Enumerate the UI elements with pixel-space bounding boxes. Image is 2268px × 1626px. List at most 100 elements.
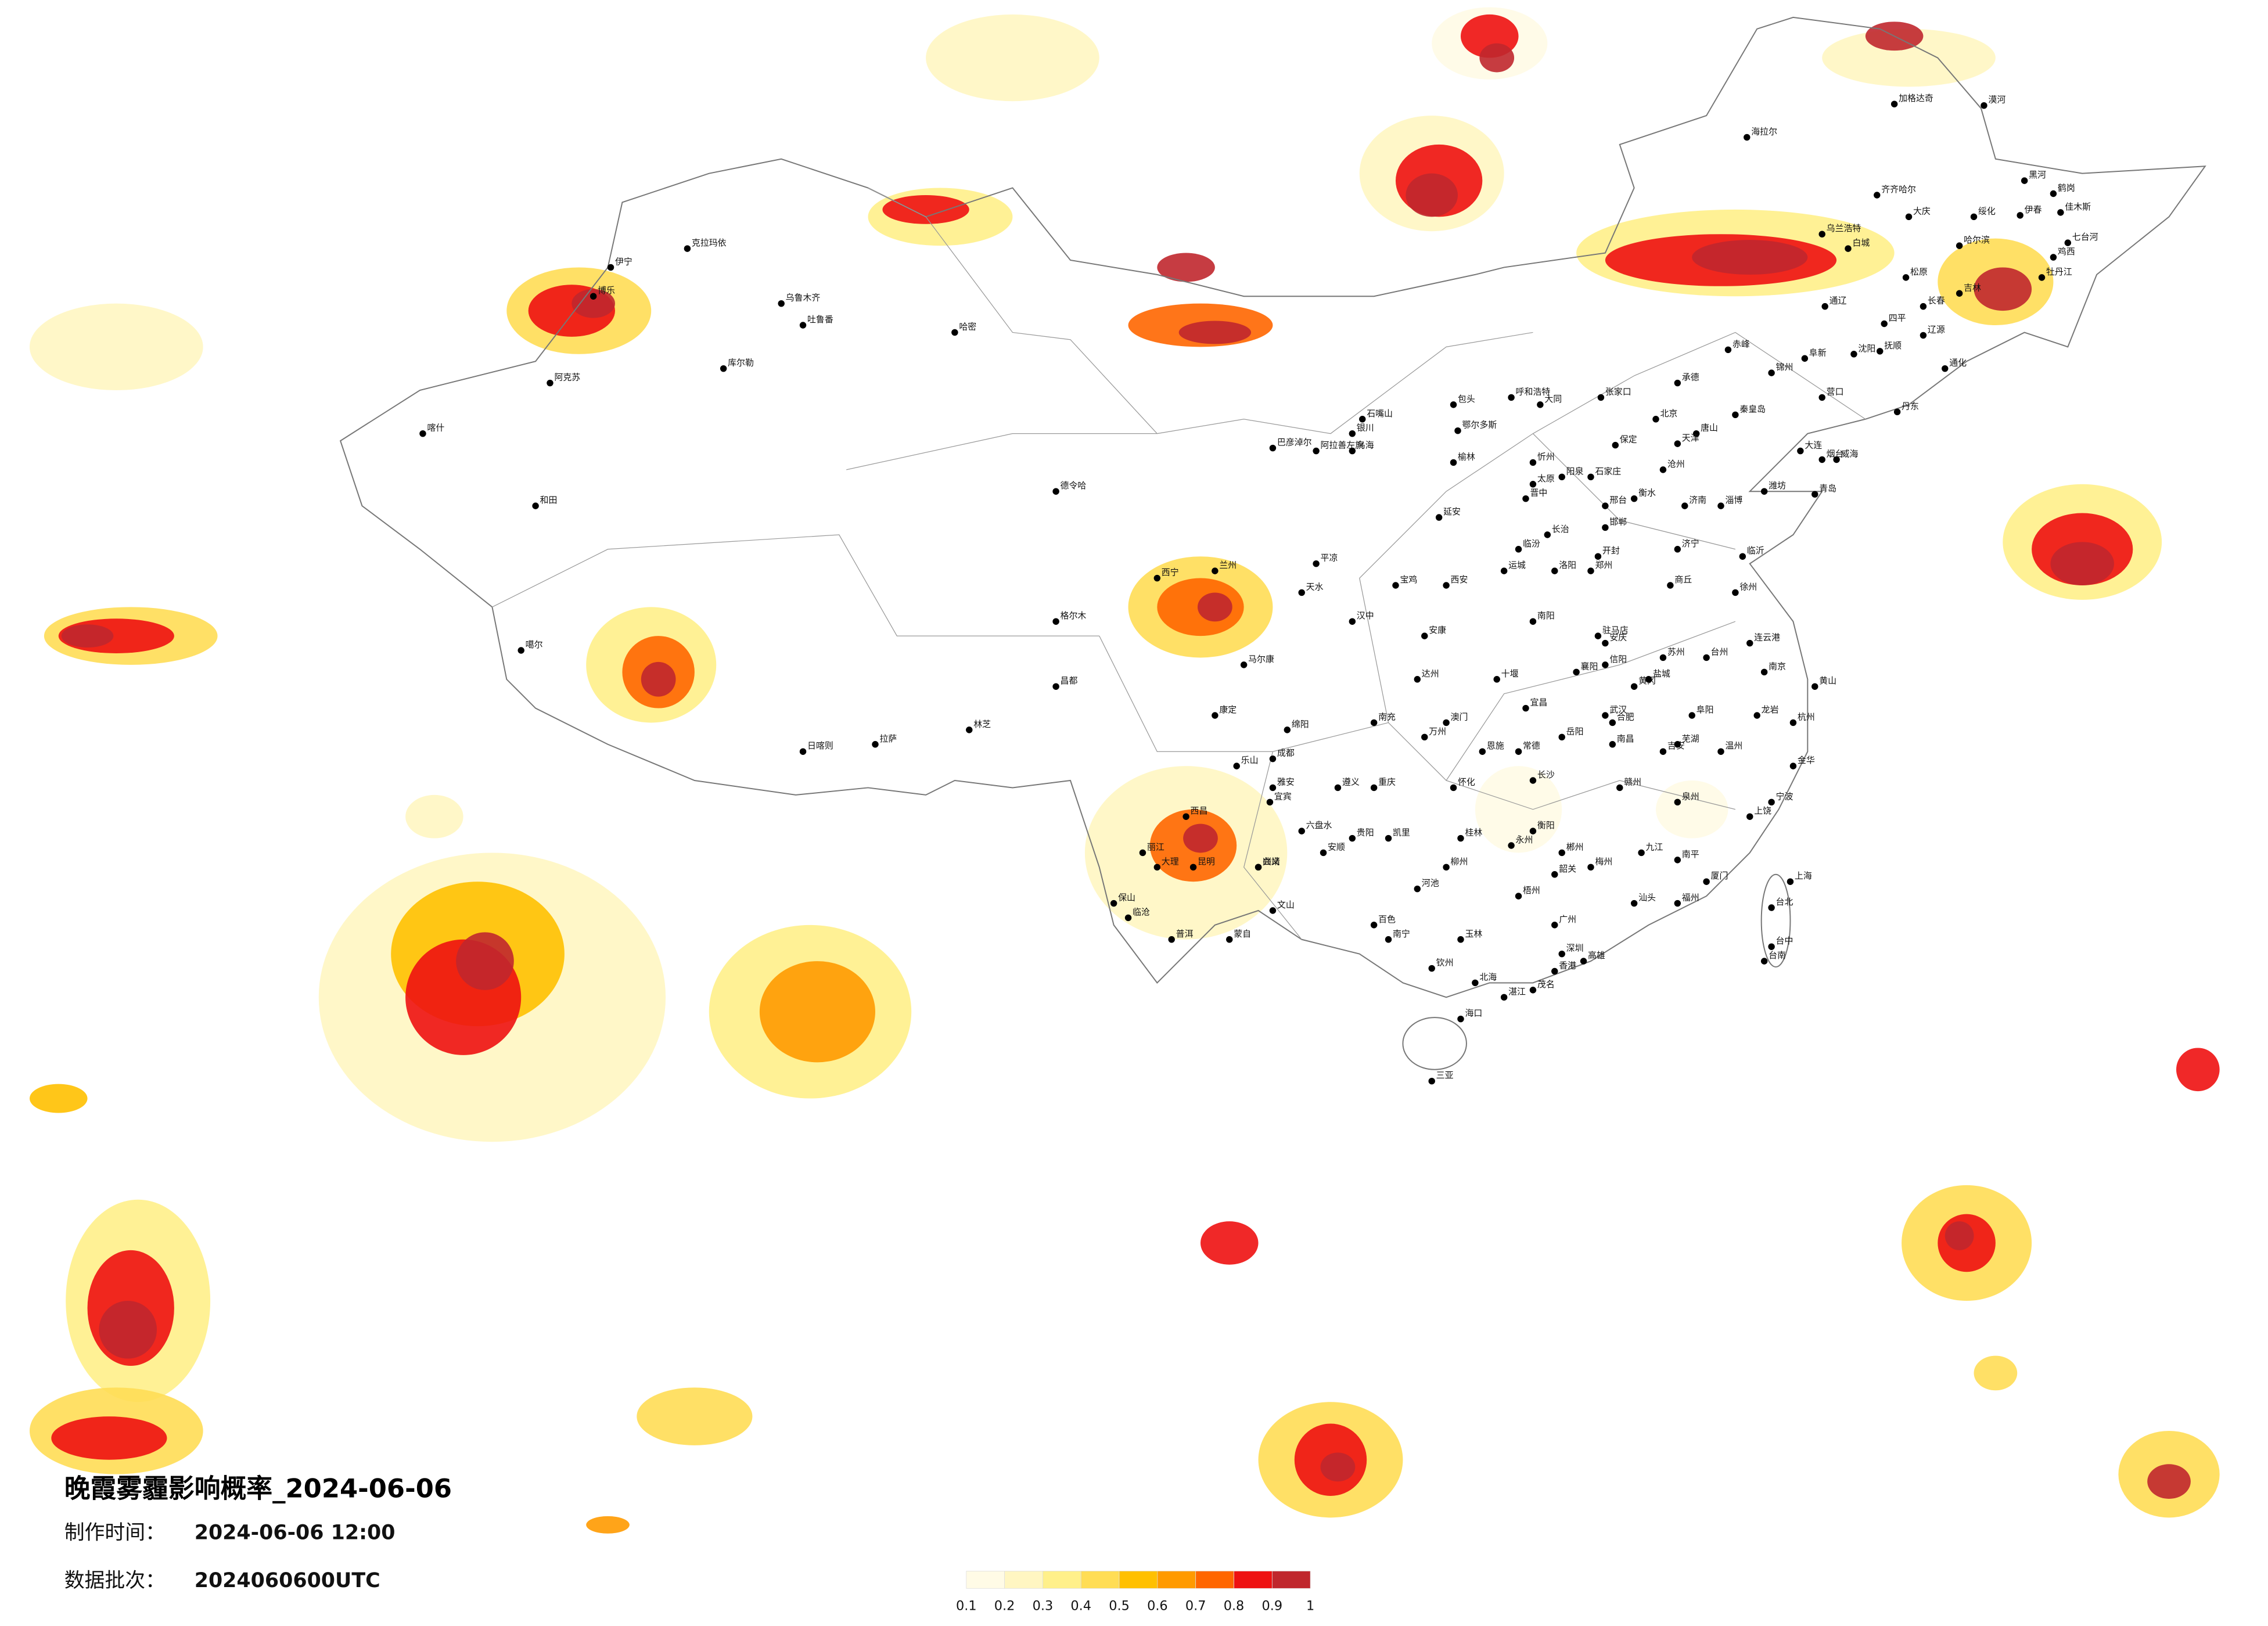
city-dot: [1392, 582, 1399, 589]
city-dot: [1746, 639, 1753, 647]
city-dot: [1558, 733, 1565, 741]
city-dot: [1703, 654, 1710, 661]
city-label: 上海: [1795, 870, 1812, 881]
city-dot: [1508, 842, 1515, 849]
city-label: 韶关: [1559, 864, 1576, 874]
city-dot: [1558, 849, 1565, 857]
city-label: 宁波: [1776, 791, 1793, 801]
city-dot: [1602, 502, 1609, 509]
colorbar-cell: [1043, 1571, 1081, 1589]
city-dot: [1674, 857, 1681, 864]
city-dot: [1893, 408, 1901, 416]
city-label: 阳泉: [1566, 466, 1584, 476]
heat-patch: [1320, 1452, 1356, 1482]
city-label: 梅州: [1595, 856, 1612, 866]
city-label: 大连: [1805, 440, 1822, 451]
city-dot: [419, 430, 426, 437]
city-label: 通辽: [1830, 296, 1847, 306]
city-label: 绵阳: [1292, 719, 1309, 729]
city-dot: [1212, 567, 1219, 574]
heat-patch: [29, 303, 203, 390]
city-dot: [1428, 965, 1435, 972]
city-dot: [1515, 748, 1522, 755]
city-dot: [1818, 231, 1825, 238]
city-dot: [872, 741, 879, 748]
city-label: 杭州: [1798, 711, 1815, 722]
city-dot: [1334, 784, 1342, 792]
city-label: 辽源: [1928, 324, 1945, 334]
city-dot: [1544, 531, 1551, 538]
city-label: 黄山: [1819, 675, 1836, 686]
heat-patch: [2050, 542, 2114, 585]
city-dot: [2064, 239, 2072, 246]
city-label: 香港: [1559, 961, 1576, 971]
city-dot: [1753, 712, 1760, 719]
city-label: 绥化: [1978, 206, 1996, 216]
city-label: 湛江: [1508, 986, 1526, 997]
heat-patch: [572, 289, 615, 318]
city-label: 六盘水: [1306, 820, 1332, 830]
city-label: 鹤岗: [2058, 183, 2075, 193]
city-label: 保山: [1118, 893, 1135, 903]
city-label: 怀化: [1458, 776, 1475, 787]
heat-patch: [586, 1516, 630, 1534]
city-dot: [1811, 491, 1818, 498]
city-label: 宜宾: [1274, 791, 1292, 801]
city-label: 乐山: [1241, 755, 1259, 765]
city-label: 衡水: [1638, 488, 1656, 498]
city-label: 邯郸: [1609, 516, 1627, 527]
city-label: 海拉尔: [1751, 126, 1777, 136]
heat-patch: [1178, 321, 1252, 344]
city-dot: [1877, 348, 1884, 355]
colorbar-cell: [966, 1571, 1005, 1589]
colorbar-tick-label: 0.2: [994, 1599, 1015, 1614]
province-borders: [492, 187, 1866, 940]
colorbar-tick-label: 0.5: [1109, 1599, 1130, 1614]
city-dot: [1529, 828, 1537, 834]
city-dot: [1320, 849, 1327, 857]
city-dot: [1760, 668, 1768, 676]
city-label: 巴彦淖尔: [1277, 437, 1312, 448]
colorbar-cell: [1119, 1571, 1158, 1589]
city-dot: [1580, 958, 1587, 965]
city-label: 安顺: [1328, 841, 1345, 852]
city-label: 达州: [1422, 668, 1439, 679]
city-label: 威海: [1841, 448, 1859, 459]
city-dot: [1659, 654, 1667, 661]
city-label: 通化: [1949, 358, 1967, 368]
city-label: 台北: [1776, 897, 1793, 907]
city-label: 西昌: [1191, 805, 1208, 816]
city-dot: [1845, 245, 1852, 252]
city-dot: [1385, 936, 1392, 943]
colorbar-cell: [1195, 1571, 1234, 1589]
city-label: 伊宁: [615, 256, 632, 267]
city-dot: [1551, 871, 1558, 878]
city-label: 沧州: [1667, 459, 1685, 469]
city-dot: [1652, 416, 1659, 423]
city-label: 昌都: [1061, 675, 1078, 686]
city-label: 拉萨: [879, 733, 897, 744]
city-dot: [1414, 676, 1421, 683]
country-outline: [339, 16, 2206, 998]
city-dot: [1681, 502, 1688, 509]
city-label: 南阳: [1537, 610, 1555, 621]
city-dot: [1905, 213, 1913, 221]
city-dot: [1768, 943, 1775, 950]
map-title: 晚霞雾霾影响概率_2024-06-06: [64, 1473, 452, 1503]
city-dot: [720, 365, 727, 372]
city-label: 海口: [1465, 1008, 1482, 1019]
city-label: 库尔勒: [728, 358, 754, 368]
city-label: 延安: [1443, 506, 1461, 517]
city-label: 克拉玛依: [692, 238, 727, 248]
colorbar-tick-label: 0.1: [956, 1599, 977, 1614]
city-dot: [1298, 589, 1305, 596]
city-dot: [2017, 212, 2023, 219]
city-dot: [1515, 546, 1522, 553]
city-dot: [1153, 864, 1161, 871]
city-dot: [1833, 456, 1840, 463]
city-label: 襄阳: [1581, 661, 1598, 671]
heat-patch: [926, 14, 1099, 102]
city-label: 文山: [1277, 900, 1295, 910]
city-label: 大同: [1544, 394, 1562, 404]
